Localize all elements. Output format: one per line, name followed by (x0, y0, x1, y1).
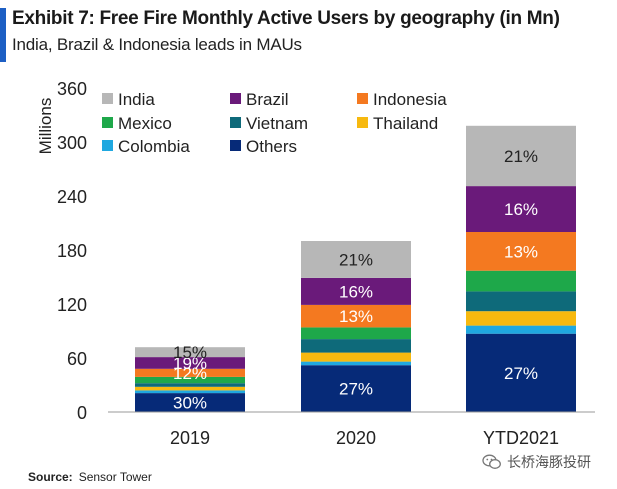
bar-segment-vietnam-2020 (301, 339, 411, 353)
bar-segment-vietnam-ytd2021 (466, 291, 576, 312)
bar-segment-indonesia-ytd2021 (466, 232, 576, 271)
y-axis-label: Millions (36, 98, 55, 155)
data-label: 13% (339, 307, 373, 326)
x-tick-label: YTD2021 (483, 428, 559, 448)
legend-label-mexico: Mexico (118, 114, 172, 133)
bar-segment-india-ytd2021 (466, 125, 576, 187)
data-label: 16% (339, 282, 373, 301)
legend-label-brazil: Brazil (246, 90, 289, 109)
source-note: Source: Sensor Tower (28, 470, 152, 484)
y-tick-label: 360 (57, 79, 87, 99)
legend-swatch-mexico (102, 117, 113, 128)
x-tick-label: 2020 (336, 428, 376, 448)
y-tick-label: 120 (57, 295, 87, 315)
bar-segment-thailand-2020 (301, 352, 411, 362)
legend-label-colombia: Colombia (118, 137, 190, 156)
chart-title: Exhibit 7: Free Fire Monthly Active User… (12, 8, 560, 29)
bar-segment-thailand-ytd2021 (466, 311, 576, 326)
data-label: 30% (173, 394, 207, 413)
y-tick-label: 60 (67, 349, 87, 369)
y-tick-label: 300 (57, 133, 87, 153)
legend-swatch-others (230, 140, 241, 151)
data-label: 16% (504, 200, 538, 219)
source-value: Sensor Tower (78, 470, 152, 484)
legend-label-thailand: Thailand (373, 114, 438, 133)
wechat-icon (482, 454, 502, 470)
bar-segment-brazil-ytd2021 (466, 186, 576, 232)
bar-segment-brazil-2019 (135, 357, 245, 369)
bar-segment-colombia-ytd2021 (466, 325, 576, 334)
bar-segment-others-2020 (301, 365, 411, 412)
data-label: 21% (339, 250, 373, 269)
legend-swatch-india (102, 93, 113, 104)
data-label: 15% (173, 343, 207, 362)
legend-swatch-vietnam (230, 117, 241, 128)
data-label: 21% (504, 147, 538, 166)
bar-segment-colombia-2020 (301, 361, 411, 366)
source-label: Source: (28, 470, 73, 484)
data-label: 13% (504, 242, 538, 261)
bar-segment-mexico-2020 (301, 327, 411, 340)
legend-swatch-colombia (102, 140, 113, 151)
legend-swatch-indonesia (357, 93, 368, 104)
watermark-text: 长桥海豚投研 (507, 454, 591, 470)
bar-segment-brazil-2020 (301, 277, 411, 305)
legend-swatch-thailand (357, 117, 368, 128)
watermark: 长桥海豚投研 (482, 452, 591, 472)
legend-label-india: India (118, 90, 155, 109)
bar-segment-india-2020 (301, 241, 411, 278)
data-label: 27% (339, 380, 373, 399)
y-tick-label: 0 (77, 403, 87, 423)
bar-segment-vietnam-2019 (135, 383, 245, 387)
bar-segment-mexico-ytd2021 (466, 270, 576, 292)
legend-label-others: Others (246, 137, 297, 156)
legend-label-vietnam: Vietnam (246, 114, 308, 133)
title-accent-bar (0, 8, 6, 62)
chart-subtitle: India, Brazil & Indonesia leads in MAUs (12, 35, 302, 54)
y-tick-label: 240 (57, 187, 87, 207)
x-tick-label: 2019 (170, 428, 210, 448)
bar-segment-others-ytd2021 (466, 333, 576, 412)
data-label: 27% (504, 364, 538, 383)
data-label: 19% (173, 354, 207, 373)
bar-segment-india-2019 (135, 347, 245, 358)
bar-segment-mexico-2019 (135, 376, 245, 384)
y-tick-label: 180 (57, 241, 87, 261)
bar-segment-indonesia-2020 (301, 304, 411, 328)
data-label: 12% (173, 364, 207, 383)
bar-segment-colombia-2019 (135, 390, 245, 394)
bar-segment-others-2019 (135, 393, 245, 412)
legend-label-indonesia: Indonesia (373, 90, 447, 109)
bar-segment-indonesia-2019 (135, 368, 245, 377)
legend-swatch-brazil (230, 93, 241, 104)
bar-segment-thailand-2019 (135, 386, 245, 391)
